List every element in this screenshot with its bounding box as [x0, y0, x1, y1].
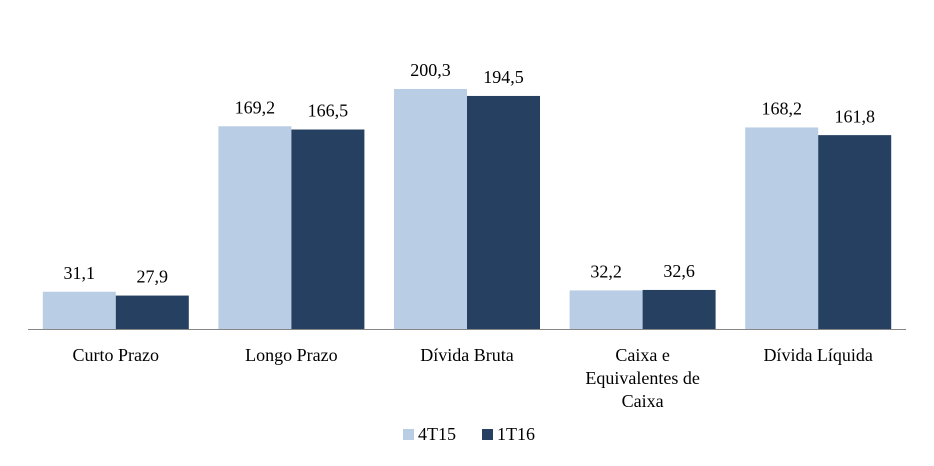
bar	[394, 89, 467, 329]
legend-swatch	[482, 429, 493, 440]
bar	[218, 126, 292, 330]
value-label: 32,2	[590, 262, 622, 282]
legend-label: 1T16	[497, 424, 535, 444]
bar	[42, 291, 116, 329]
bar	[745, 127, 819, 329]
legend-swatch	[403, 429, 414, 440]
x-tick-label: Longo Prazo	[245, 345, 338, 365]
value-label: 32,6	[663, 261, 695, 281]
bar	[642, 289, 716, 329]
bar	[115, 295, 189, 329]
x-tick-label: Caixa e Equivalentes de Caixa	[585, 345, 700, 411]
bar	[569, 290, 643, 329]
x-tick-label: Dívida Líquida	[763, 345, 873, 365]
value-label: 169,2	[235, 97, 276, 117]
value-label: 166,5	[308, 101, 349, 121]
bar	[818, 135, 892, 329]
bar	[467, 95, 540, 329]
value-label: 161,8	[834, 106, 875, 126]
x-tick-label: Dívida Bruta	[420, 345, 514, 365]
x-tick-label: Curto Prazo	[72, 345, 160, 365]
value-label: 194,5	[483, 67, 524, 87]
value-label: 168,2	[761, 99, 802, 119]
legend-label: 4T15	[418, 424, 456, 444]
value-label: 31,1	[64, 263, 96, 283]
bar	[291, 129, 365, 329]
value-label: 27,9	[137, 267, 169, 287]
value-label: 200,3	[410, 60, 451, 80]
